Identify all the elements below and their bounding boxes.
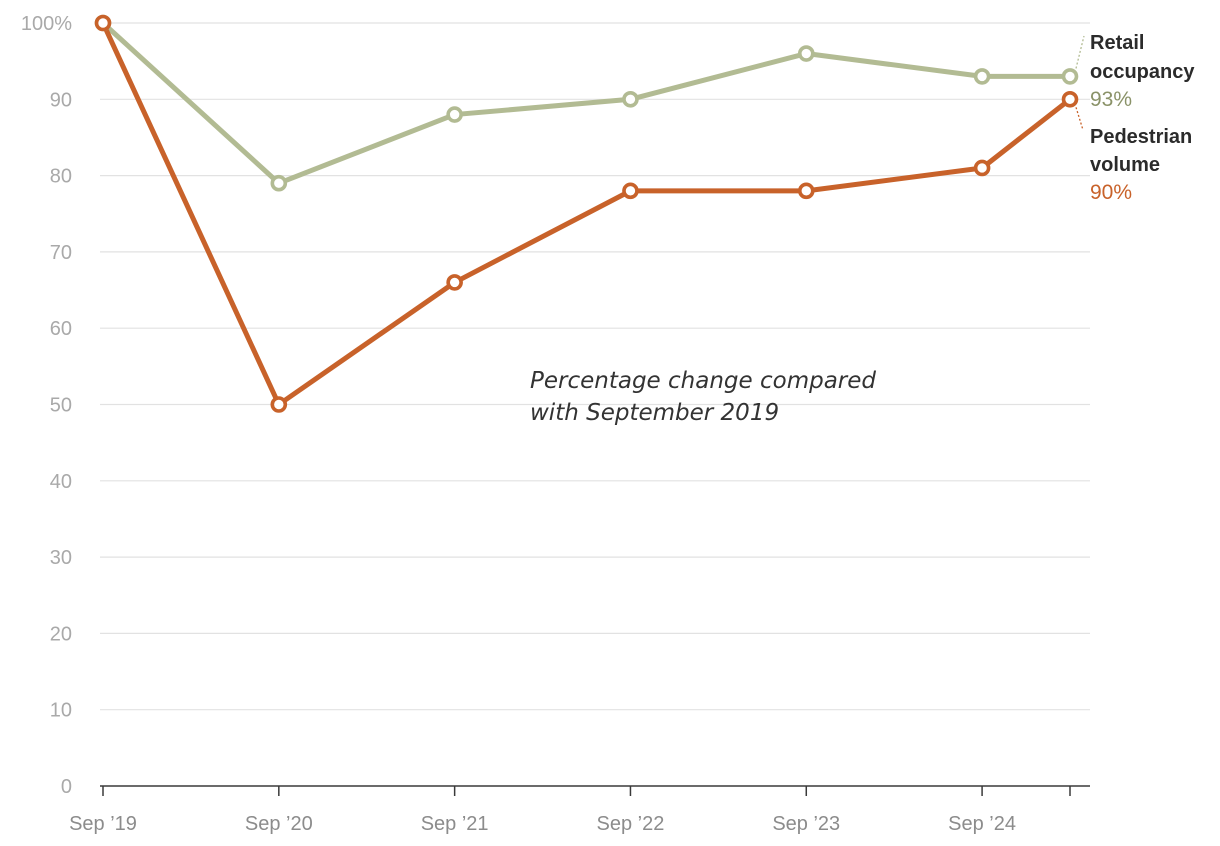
x-tick-label: Sep ’20 <box>245 813 313 835</box>
pedestrian-point <box>622 182 639 200</box>
y-tick-label: 80 <box>50 166 72 188</box>
retail-point <box>1061 68 1079 85</box>
y-tick-label: 40 <box>50 471 72 493</box>
x-tick-label: Sep ’24 <box>948 813 1016 835</box>
pedestrian-point <box>797 182 815 200</box>
retail-label-line: Retail <box>1090 32 1144 54</box>
pedestrian-line <box>100 20 1073 407</box>
y-tick-label: 100% <box>21 13 72 35</box>
y-tick-label: 20 <box>50 623 72 645</box>
pedestrian-point <box>94 14 112 32</box>
y-axis: 0 10 20 30 40 50 60 70 80 90 100% <box>21 13 72 798</box>
retail-point <box>622 91 639 108</box>
y-tick-label: 70 <box>50 242 72 264</box>
retail-point <box>973 68 991 85</box>
retail-point <box>270 174 288 192</box>
x-tick-label: Sep ’19 <box>69 813 137 835</box>
retail-value-label: 93% <box>1090 88 1132 111</box>
series-lines <box>94 14 1079 413</box>
y-tick-label: 50 <box>50 395 72 417</box>
pedestrian-value-label: 90% <box>1090 181 1132 204</box>
pedestrian-point <box>270 396 288 413</box>
retail-point <box>446 106 463 123</box>
pedestrian-point <box>1061 91 1079 108</box>
y-tick-label: 60 <box>50 318 72 340</box>
pedestrian-label-line: Pedestrian <box>1090 126 1192 148</box>
pedestrian-label-line: volume <box>1090 154 1160 176</box>
x-tick-label: Sep ’21 <box>421 813 489 835</box>
series-labels: Retail occupancy 93% Pedestrian volume 90% <box>1075 32 1195 204</box>
x-axis: Sep ’19 Sep ’20 Sep ’21 Sep ’22 Sep ’23 Sep ’… <box>69 785 1090 835</box>
chart-annotation-line-2: with September 2019 <box>530 400 779 426</box>
retail-leader-line <box>1075 35 1085 69</box>
pedestrian-point <box>973 159 991 177</box>
y-tick-label: 10 <box>50 700 72 722</box>
retail-label-line: occupancy <box>1090 61 1195 83</box>
retail-line <box>100 20 1073 186</box>
gridlines <box>100 22 1090 711</box>
pedestrian-leader-line <box>1075 107 1084 131</box>
pedestrian-point <box>446 274 463 291</box>
y-tick-label: 90 <box>50 89 72 111</box>
y-tick-label: 30 <box>50 547 72 569</box>
y-tick-label: 0 <box>61 776 72 798</box>
x-tick-label: Sep ’22 <box>597 813 665 835</box>
x-tick-label: Sep ’23 <box>772 813 840 835</box>
retail-point <box>797 45 815 62</box>
chart-annotation-line-1: Percentage change compared <box>530 368 876 394</box>
